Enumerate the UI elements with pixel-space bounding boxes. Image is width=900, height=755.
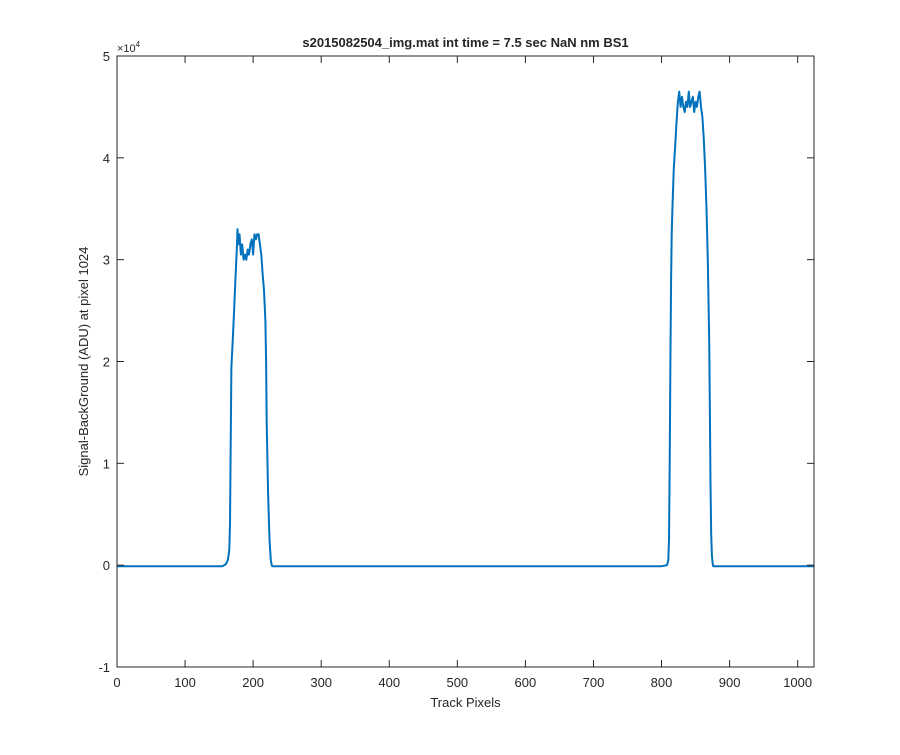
y-axis-label: Signal-BackGround (ADU) at pixel 1024 xyxy=(76,247,91,477)
series-line-0 xyxy=(117,90,814,568)
plot-area xyxy=(117,56,814,667)
x-tick-label: 200 xyxy=(242,675,264,690)
x-tick-label: 700 xyxy=(583,675,605,690)
x-axis-label: Track Pixels xyxy=(430,695,501,710)
y-tick-label: 5 xyxy=(103,49,110,64)
x-tick-label: 300 xyxy=(310,675,332,690)
data-layer xyxy=(117,90,814,568)
x-tick-label: 0 xyxy=(113,675,120,690)
x-tick-label: 800 xyxy=(651,675,673,690)
y-tick-label: 1 xyxy=(103,456,110,471)
y-exponent-base: ×10 xyxy=(117,43,136,55)
y-tick-label: -1 xyxy=(98,660,110,675)
x-tick-label: 900 xyxy=(719,675,741,690)
y-tick-label: 3 xyxy=(103,253,110,268)
x-tick-label: 600 xyxy=(515,675,537,690)
x-tick-label: 500 xyxy=(446,675,468,690)
y-axis-exponent: ×104 xyxy=(117,40,141,55)
y-tick-label: 0 xyxy=(103,558,110,573)
y-tick-label: 2 xyxy=(103,355,110,370)
x-tick-label: 100 xyxy=(174,675,196,690)
chart-title: s2015082504_img.mat int time = 7.5 sec N… xyxy=(302,35,628,50)
y-tick-label: 4 xyxy=(103,151,110,166)
x-tick-label: 1000 xyxy=(783,675,812,690)
y-exponent-power: 4 xyxy=(136,40,141,49)
x-tick-label: 400 xyxy=(378,675,400,690)
